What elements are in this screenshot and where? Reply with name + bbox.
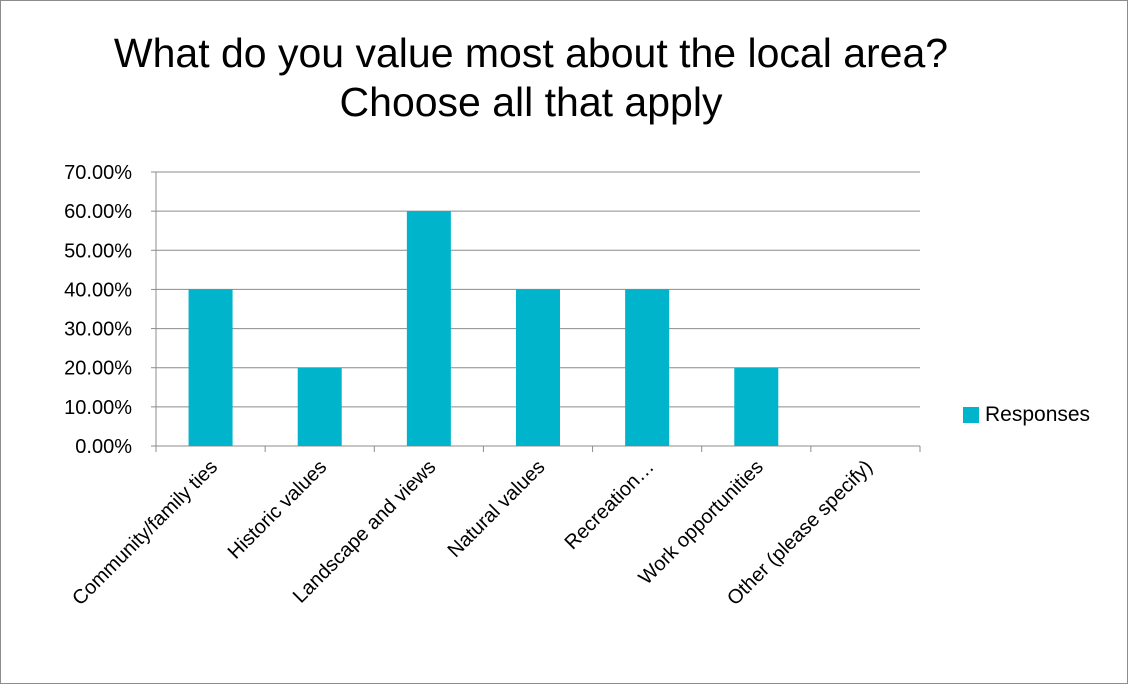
x-tick-label: Historic values	[224, 456, 332, 564]
legend: Responses	[963, 403, 1090, 427]
y-tick-label: 50.00%	[64, 240, 132, 262]
y-tick-label: 20.00%	[64, 358, 132, 380]
y-tick-label: 70.00%	[64, 162, 132, 184]
y-tick-label: 40.00%	[64, 279, 132, 301]
bar	[406, 211, 451, 446]
bar	[734, 367, 779, 446]
chart-title: What do you value most about the local a…	[113, 30, 949, 125]
legend-label: Responses	[985, 403, 1091, 426]
bar	[188, 289, 233, 446]
legend-swatch	[963, 407, 979, 423]
y-tick-label: 10.00%	[64, 397, 132, 419]
y-tick-label: 30.00%	[64, 319, 132, 341]
x-tick-label: Recreation…	[561, 456, 659, 554]
y-tick-label: 0.00%	[75, 436, 132, 458]
bar	[516, 289, 560, 446]
bar	[625, 289, 670, 446]
x-tick-label: Natural values	[444, 456, 550, 562]
bar	[297, 367, 342, 446]
y-tick-label: 60.00%	[64, 201, 132, 223]
x-tick-label: Community/family ties	[68, 456, 222, 610]
